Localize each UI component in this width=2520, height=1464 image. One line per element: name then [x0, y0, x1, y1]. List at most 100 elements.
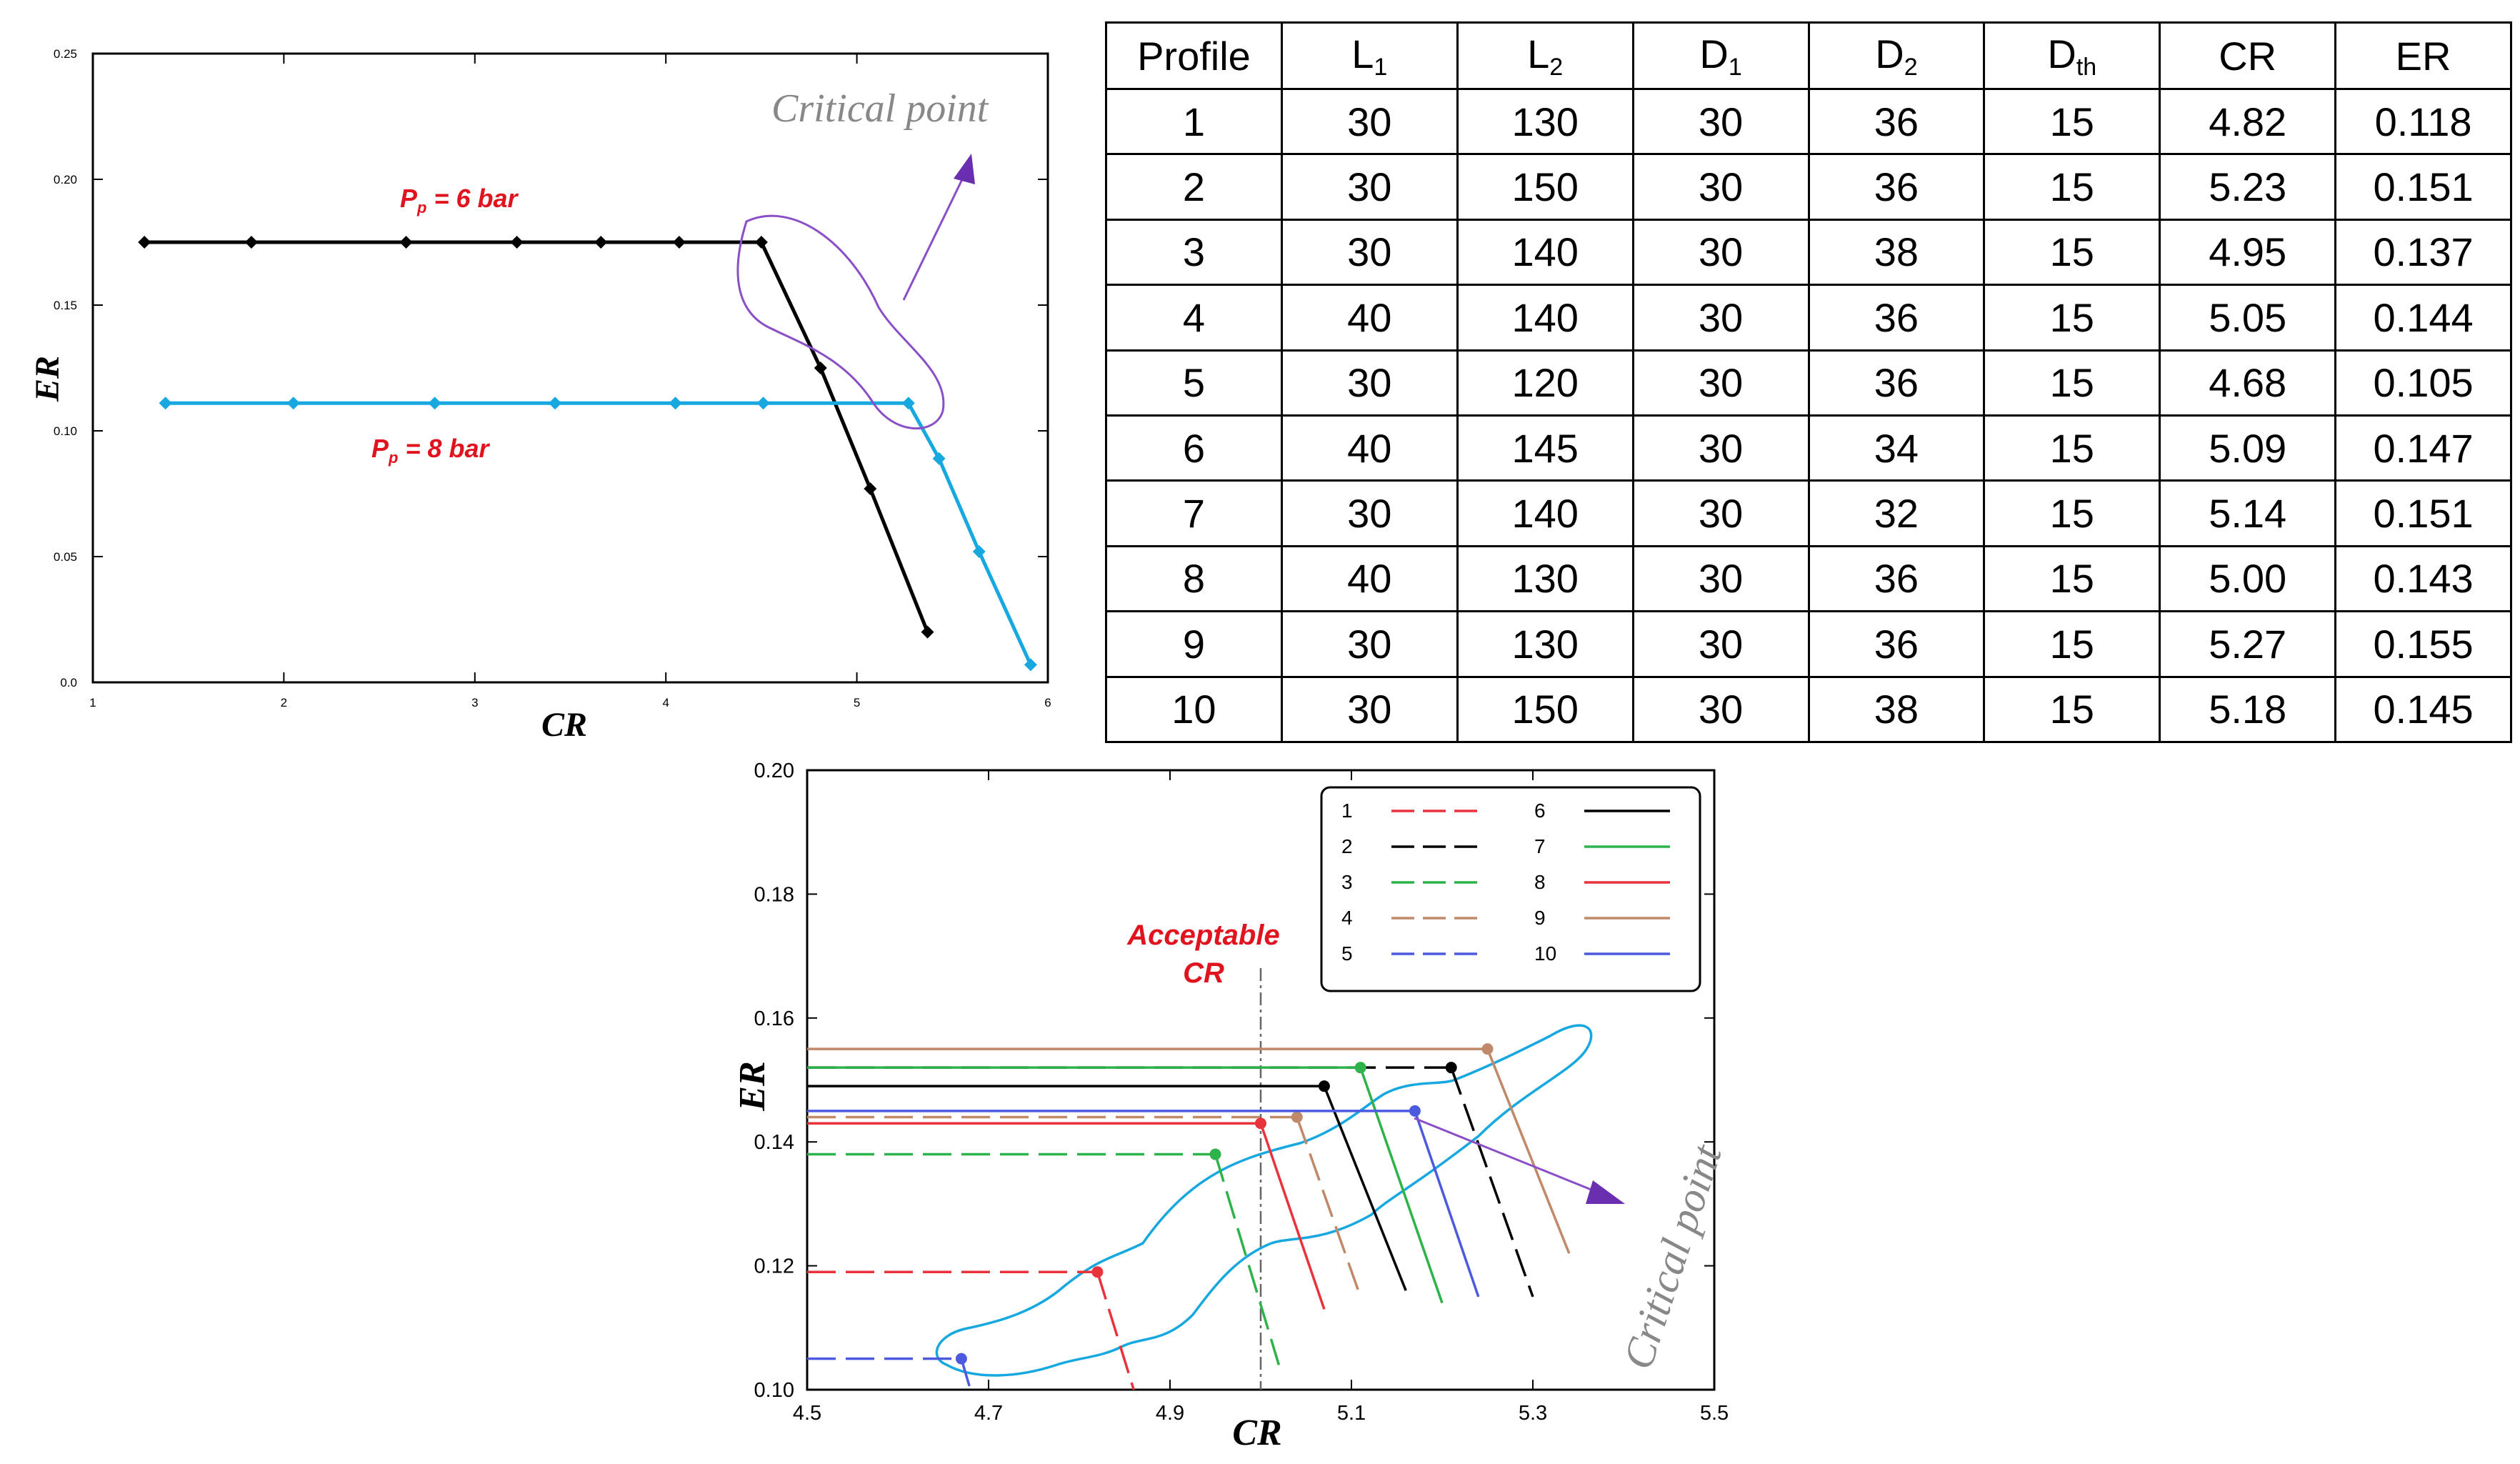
series-label-sub: p	[388, 449, 398, 467]
table-cell: 145	[1456, 414, 1634, 482]
table-cell: 5.18	[2159, 675, 2337, 744]
y-tick-label: 0.0	[60, 676, 77, 689]
table-cell: 5.00	[2159, 544, 2337, 613]
table-cell: 40	[1280, 544, 1459, 613]
y-tick-label: 0.10	[754, 1379, 794, 1402]
data-point	[756, 397, 770, 410]
data-point	[159, 397, 172, 410]
y-tick-label: 0.20	[54, 173, 77, 186]
y-tick-label: 0.15	[54, 299, 77, 312]
y-tick-label: 0.25	[54, 47, 77, 61]
series-drop	[1096, 1271, 1135, 1390]
table-cell: 150	[1456, 153, 1634, 221]
critical-region-outline	[935, 1024, 1593, 1377]
y-axis-label: ER	[732, 1061, 773, 1111]
critical-point-marker	[1255, 1117, 1266, 1130]
table-cell: 10	[1105, 675, 1283, 744]
header-subscript: 1	[1728, 53, 1742, 81]
x-tick-label: 2	[281, 696, 287, 709]
table-cell: 15	[1983, 544, 2161, 613]
table-cell: 40	[1280, 414, 1459, 482]
legend-label: 9	[1534, 907, 1546, 929]
x-tick-label: 4	[662, 696, 669, 709]
table-cell: 30	[1280, 218, 1459, 287]
table-header-row: Profile L1 L2 D1 D2 Dth CR ER	[1105, 21, 2512, 90]
table-cell: 30	[1631, 87, 1810, 156]
data-point	[549, 397, 562, 410]
series-line	[144, 240, 929, 633]
table-header-cell: CR	[2159, 21, 2337, 90]
table-cell: 15	[1983, 610, 2161, 678]
table-cell: 0.145	[2334, 675, 2512, 744]
table-cell: 0.118	[2334, 87, 2512, 156]
y-tick-label: 0.05	[54, 550, 77, 564]
table-cell: 36	[1807, 349, 1986, 417]
table-cell: 40	[1280, 284, 1459, 352]
data-point	[669, 397, 682, 410]
data-point	[399, 236, 413, 249]
data-point	[864, 482, 877, 495]
y-tick-label: 0.16	[754, 1007, 794, 1030]
critical-point-marker	[1318, 1080, 1330, 1092]
x-tick-label: 4.5	[793, 1402, 821, 1425]
y-tick-label: 0.20	[754, 760, 794, 782]
table-row: 7 30 140 30 32 15 5.14 0.151	[1105, 479, 2512, 547]
header-label: D	[2047, 31, 2076, 76]
critical-point-label: Critical point	[771, 86, 989, 131]
header-label: ER	[2395, 33, 2451, 79]
table-cell: 8	[1105, 544, 1283, 613]
table-row: 10 30 150 30 38 15 5.18 0.145	[1105, 675, 2512, 744]
critical-point-marker	[1445, 1062, 1457, 1074]
table-row: 1 30 130 30 36 15 4.82 0.118	[1105, 87, 2512, 156]
table-cell: 130	[1456, 87, 1634, 156]
series-label: Pp = 6 bar	[400, 184, 519, 216]
table-header-cell: Dth	[1983, 21, 2161, 90]
series-drop	[1214, 1154, 1281, 1365]
legend-label: 6	[1534, 800, 1546, 822]
header-subscript: th	[2076, 53, 2097, 81]
table-cell: 30	[1631, 610, 1810, 678]
table-cell: 32	[1807, 479, 1986, 547]
critical-point-marker	[1409, 1105, 1421, 1117]
header-label: L	[1527, 31, 1550, 76]
acceptable-label-line2: CR	[1183, 957, 1224, 989]
table-header-cell: D2	[1807, 21, 1986, 90]
table-cell: 130	[1456, 544, 1634, 613]
table-cell: 30	[1631, 284, 1810, 352]
data-point	[1024, 658, 1037, 672]
critical-arrow-line	[1414, 1117, 1601, 1195]
table-row: 9 30 130 30 36 15 5.27 0.155	[1105, 610, 2512, 678]
header-subscript: 1	[1374, 53, 1388, 81]
data-point	[754, 236, 768, 249]
table-cell: 0.143	[2334, 544, 2512, 613]
series-label-sub: p	[416, 199, 426, 216]
table-cell: 36	[1807, 610, 1986, 678]
table-cell: 1	[1105, 87, 1283, 156]
series-drop	[1450, 1067, 1534, 1298]
table-cell: 38	[1807, 675, 1986, 744]
legend-label: 3	[1341, 871, 1353, 893]
x-tick-label: 4.9	[1156, 1402, 1184, 1425]
header-label: CR	[2219, 33, 2277, 79]
data-point	[510, 236, 524, 249]
table-cell: 5.05	[2159, 284, 2337, 352]
legend-label: 7	[1534, 835, 1546, 857]
header-label: L	[1351, 31, 1374, 76]
table-cell: 15	[1983, 675, 2161, 744]
table-cell: 30	[1280, 479, 1459, 547]
y-tick-label: 0.18	[754, 883, 794, 906]
header-label: Profile	[1137, 33, 1251, 79]
series-drop	[1486, 1048, 1571, 1254]
table-cell: 5.23	[2159, 153, 2337, 221]
table-cell: 30	[1631, 479, 1810, 547]
legend-label: 1	[1341, 800, 1353, 822]
y-tick-label: 0.12	[754, 1255, 794, 1278]
x-tick-label: 4.7	[974, 1402, 1003, 1425]
table-cell: 9	[1105, 610, 1283, 678]
legend-label: 8	[1534, 871, 1546, 893]
data-point	[138, 236, 151, 249]
profile-table: Profile L1 L2 D1 D2 Dth CR ER 1 30 130 30 36 15 4.82 0…	[1105, 21, 2512, 744]
table-cell: 5.27	[2159, 610, 2337, 678]
table-cell: 30	[1631, 544, 1810, 613]
table-header-cell: L2	[1456, 21, 1634, 90]
